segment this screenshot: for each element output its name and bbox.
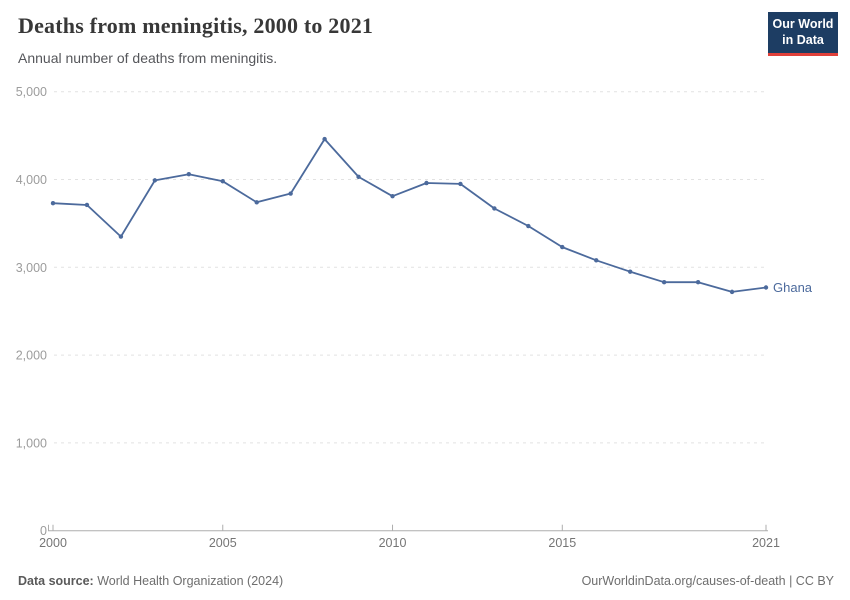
data-point-ghana-2002[interactable] bbox=[118, 234, 124, 239]
y-tick-label: 3,000 bbox=[16, 261, 47, 275]
chart-footer: Data source: World Health Organization (… bbox=[18, 574, 834, 588]
data-point-ghana-2008[interactable] bbox=[322, 136, 327, 142]
x-tick-label: 2000 bbox=[39, 536, 67, 550]
data-point-ghana-2001[interactable] bbox=[84, 202, 90, 208]
x-tick-label: 2010 bbox=[379, 536, 407, 550]
data-point-ghana-2020[interactable] bbox=[729, 289, 735, 295]
y-tick-label: 4,000 bbox=[16, 173, 47, 187]
data-point-ghana-2000[interactable] bbox=[50, 201, 56, 206]
data-point-ghana-2006[interactable] bbox=[254, 200, 259, 205]
chart-subtitle: Annual number of deaths from meningitis. bbox=[18, 50, 278, 66]
series-label-ghana[interactable]: Ghana bbox=[773, 280, 813, 295]
x-tick-label: 2015 bbox=[548, 536, 576, 550]
data-point-ghana-2009[interactable] bbox=[356, 174, 361, 180]
data-point-ghana-2011[interactable] bbox=[424, 180, 429, 186]
owid-logo-line1: Our World bbox=[772, 17, 834, 31]
chart-title: Deaths from meningitis, 2000 to 2021 bbox=[18, 13, 374, 38]
x-tick-label: 2005 bbox=[209, 536, 237, 550]
data-point-ghana-2015[interactable] bbox=[560, 244, 565, 250]
data-source-text: World Health Organization (2024) bbox=[93, 574, 284, 588]
data-point-ghana-2010[interactable] bbox=[390, 193, 395, 199]
data-point-ghana-2013[interactable] bbox=[492, 206, 497, 211]
data-point-ghana-2016[interactable] bbox=[594, 258, 599, 263]
data-point-ghana-2019[interactable] bbox=[695, 280, 701, 285]
y-tick-label: 0 bbox=[40, 524, 47, 538]
owid-logo[interactable]: Our World in Data bbox=[768, 12, 838, 57]
data-point-ghana-2004[interactable] bbox=[186, 172, 192, 177]
y-tick-label: 5,000 bbox=[16, 85, 47, 99]
credit-link[interactable]: OurWorldinData.org/causes-of-death | CC … bbox=[581, 574, 834, 588]
data-point-ghana-2021[interactable] bbox=[763, 285, 769, 290]
data-source-label: Data source: bbox=[18, 574, 94, 588]
data-point-ghana-2007[interactable] bbox=[288, 191, 293, 196]
data-point-ghana-2005[interactable] bbox=[220, 179, 225, 184]
y-tick-label: 1,000 bbox=[16, 436, 47, 450]
data-point-ghana-2012[interactable] bbox=[458, 181, 463, 187]
data-point-ghana-2017[interactable] bbox=[627, 269, 633, 274]
data-source-note: Data source: World Health Organization (… bbox=[18, 574, 283, 588]
data-point-ghana-2014[interactable] bbox=[526, 223, 531, 229]
data-point-ghana-2018[interactable] bbox=[661, 280, 667, 285]
x-tick-label: 2021 bbox=[752, 536, 780, 550]
data-point-ghana-2003[interactable] bbox=[152, 178, 158, 183]
owid-logo-line2: in Data bbox=[782, 32, 824, 47]
y-tick-label: 2,000 bbox=[16, 349, 47, 363]
series-line-ghana bbox=[52, 138, 767, 293]
